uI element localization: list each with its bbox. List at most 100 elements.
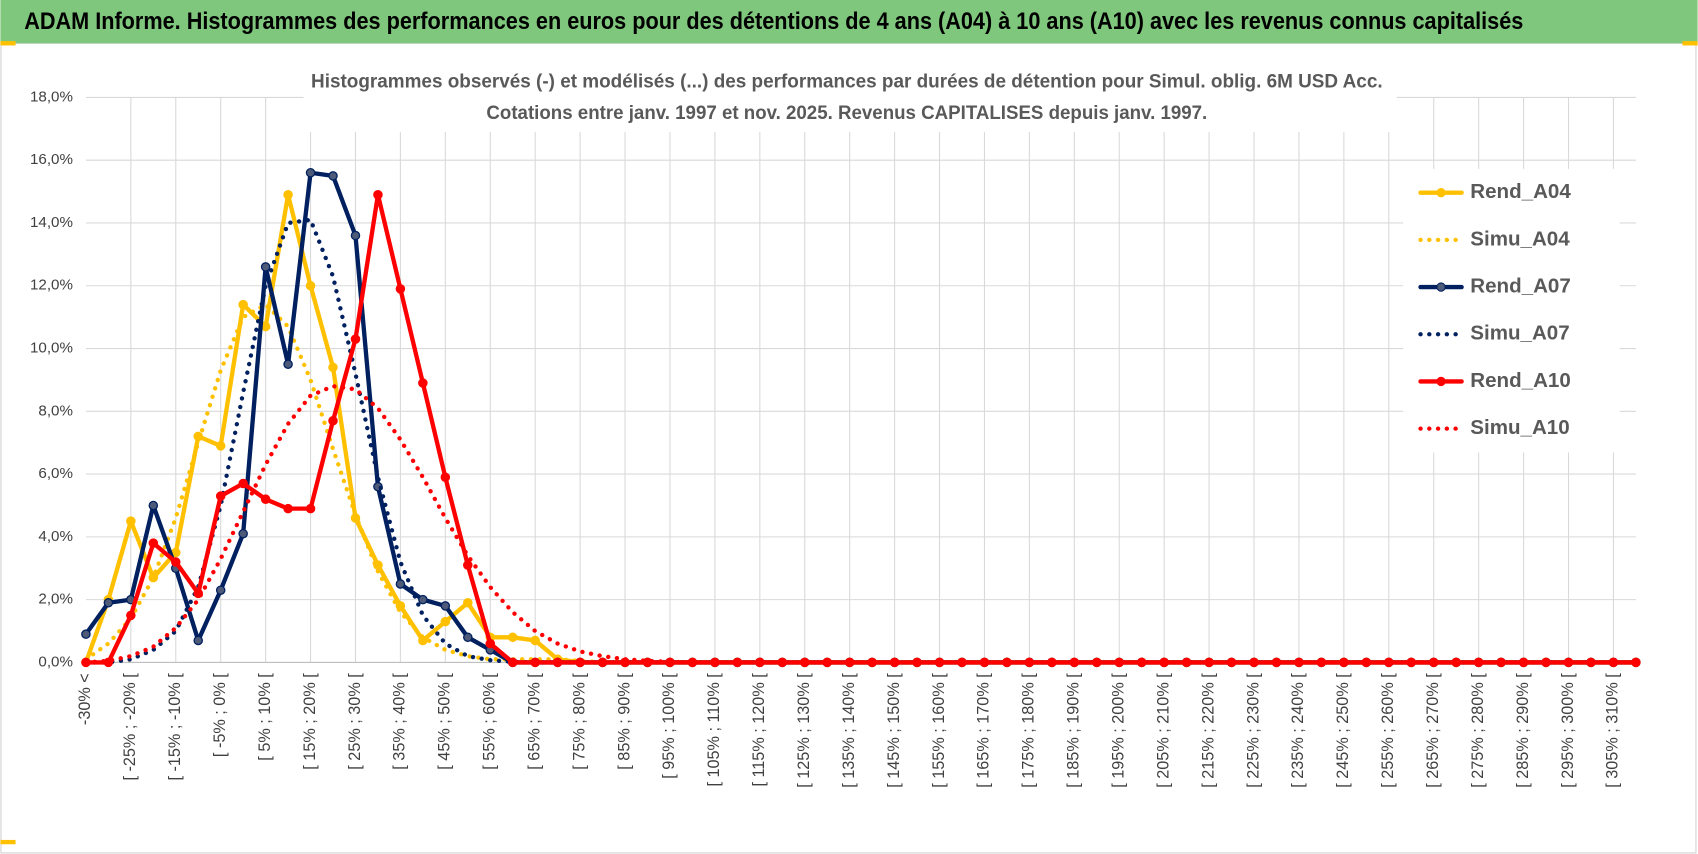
series-marker [418,378,428,388]
x-tick-label: [ 165% ; 170% [ [975,673,993,788]
x-tick-label: [ -15% ; -10% [ [166,673,184,781]
series-marker [260,262,271,272]
series-marker [260,494,271,504]
x-tick-label: -30% < [76,673,94,725]
series-marker [283,359,293,369]
x-tick-label: [ 75% ; 80% [ [570,673,588,770]
x-tick-label: [ 275% ; 280% [ [1469,673,1487,788]
header-bar [0,0,1698,44]
series-marker [126,610,136,621]
y-tick-label: 2,0% [38,591,73,608]
legend-marker [1436,282,1446,292]
x-tick-label: [ 95% ; 100% [ [660,673,678,779]
series-marker [395,579,406,589]
chart-title: Histogrammes observés (-) et modélisés (… [311,70,1383,92]
legend-label: Simu_A07 [1470,322,1569,345]
title-bg [303,64,1397,133]
y-tick-label: 18,0% [30,88,73,105]
x-tick-label: [ 205% ; 210% [ [1154,673,1172,788]
series-marker [463,560,473,570]
legend-label: Simu_A10 [1470,416,1569,439]
series-marker [395,284,406,294]
series-marker [238,478,248,489]
x-tick-label: [ 225% ; 230% [ [1244,673,1262,788]
series-marker [530,635,540,646]
series-marker [193,635,203,646]
series-marker [373,189,383,200]
y-tick-label: 10,0% [30,340,73,357]
x-tick-label: [ 295% ; 300% [ [1559,673,1577,788]
series-marker [507,632,518,643]
x-tick-label: [ 215% ; 220% [ [1199,673,1217,788]
series-marker [418,594,428,605]
series-marker [215,585,226,595]
series-marker [283,189,293,200]
x-tick-label: [ 45% ; 50% [ [436,673,454,770]
series-marker [103,598,114,608]
y-tick-label: 0,0% [38,653,73,670]
chart-subtitle: Cotations entre janv. 1997 et nov. 2025.… [486,102,1207,124]
x-tick-label: [ 255% ; 260% [ [1379,673,1397,788]
legend-label: Rend_A10 [1470,369,1571,392]
series-marker [305,503,316,514]
plot [81,167,1641,668]
x-tick-label: [ 25% ; 30% [ [346,673,364,770]
series-marker [350,334,361,344]
corner [0,41,16,46]
x-tick-label: [ 105% ; 110% [ [705,673,723,787]
corner [1682,41,1698,46]
legend-label: Rend_A07 [1470,274,1571,297]
x-tick-label: [ 125% ; 130% [ [795,673,813,788]
series-marker [440,601,451,611]
series-marker [597,657,608,668]
series-marker [463,632,473,643]
x-tick-label: [ 195% ; 200% [ [1110,673,1128,788]
x-tick-label: [ 175% ; 180% [ [1020,673,1038,788]
x-tick-label: [ 235% ; 240% [ [1289,673,1307,788]
legend: Rend_A04 Simu_A04 Rend_A07 Simu_A07 Rend_A10… [1403,168,1620,453]
series-marker [283,503,293,514]
series-marker [440,616,451,627]
series-marker [328,171,338,181]
x-tick-label: [ 135% ; 140% [ [840,673,858,788]
x-tick-label: [ 305% ; 310% [ [1604,673,1622,788]
series-marker [305,167,316,178]
series-marker [215,491,226,501]
x-tick-label: [ 145% ; 150% [ [885,673,903,788]
y-tick-label: 16,0% [30,151,73,168]
legend-marker [1436,188,1446,198]
x-tick-label: [ 115% ; 120% [ [750,673,768,787]
x-tick-label: [ 5% ; 10% [ [256,673,274,761]
y-tick-label: 4,0% [38,528,73,545]
x-tick-label: [ 55% ; 60% [ [481,673,499,770]
series-marker [148,500,159,511]
x-tick-label: [ 245% ; 250% [ [1334,673,1352,788]
y-tick-label: 14,0% [30,214,73,231]
series-marker [463,598,473,608]
x-tick-label: [ 85% ; 90% [ [615,673,633,770]
x-tick-label: [ 65% ; 70% [ [525,673,543,770]
series-marker [328,362,338,373]
y-tick-label: 6,0% [38,465,73,482]
x-tick-label: [ 15% ; 20% [ [301,673,319,770]
legend-bg [1403,168,1620,453]
corner [0,839,16,845]
legend-label: Simu_A04 [1470,227,1570,250]
series-marker [126,516,136,526]
x-tick-label: [ 155% ; 160% [ [930,673,948,788]
series-marker [530,657,540,668]
series-marker [440,472,451,482]
series-marker [507,657,518,668]
y-tick-label: 12,0% [30,277,73,294]
series-marker [305,280,316,291]
series-marker [81,629,91,639]
x-tick-label: [ -25% ; -20% [ [121,673,139,781]
header-title: ADAM Informe. Histogrammes des performan… [24,8,1523,35]
series-marker [215,441,226,451]
series-marker [238,299,248,310]
x-tick-label: [ 265% ; 270% [ [1424,673,1442,788]
legend-label: Rend_A04 [1470,180,1571,203]
x-tick-label: [ -5% ; 0% [ [211,673,229,757]
